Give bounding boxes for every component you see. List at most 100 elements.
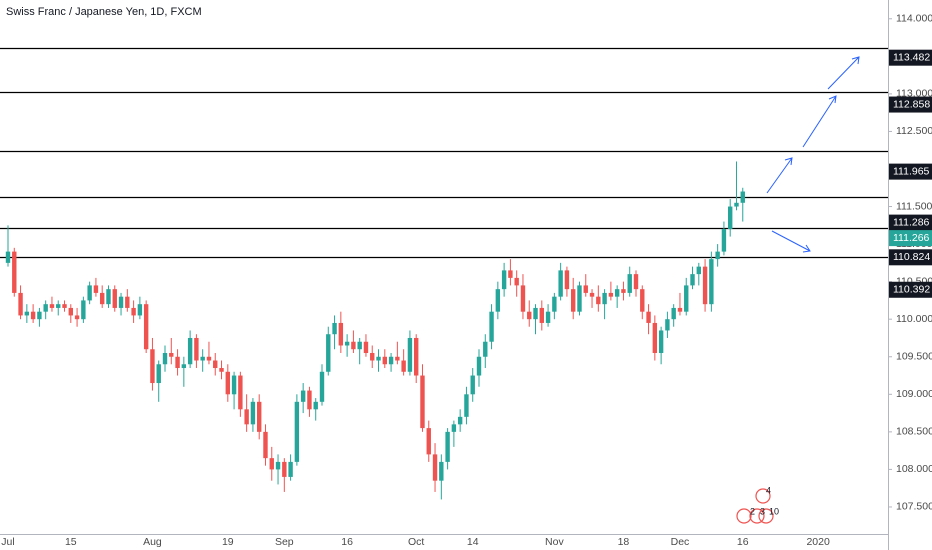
candle-body [257,401,262,432]
x-tick-label: 19 [222,536,234,548]
candle-body [18,292,23,316]
candle-body [558,270,563,297]
candle-body [476,356,482,376]
x-tick-label: 15 [65,536,77,548]
event-circle[interactable] [736,508,752,524]
candle-body [464,394,469,417]
x-tick-label: Dec [671,536,690,548]
candle-body [571,289,576,312]
x-tick-label: 2020 [806,536,830,548]
candle-body [87,285,92,301]
candle-body [206,356,212,361]
candle-body [696,266,701,275]
candle-body [501,270,507,290]
candle-body [426,428,431,455]
candle-body [30,311,36,320]
candle-body [288,461,293,477]
candle-body [596,296,601,305]
candle-body [300,390,306,402]
candle-body [263,431,268,459]
candle-body [49,304,55,308]
candle-body [483,341,488,357]
candle-body [332,322,337,335]
candle-body [93,285,99,293]
candle-body [564,270,570,290]
candle-body [106,289,111,305]
event-circle[interactable] [755,488,771,504]
candle-body [62,304,67,308]
candle-body [646,311,651,323]
candle-body [395,356,400,361]
candle-body [150,349,155,384]
candle-body [194,337,199,361]
arrow [771,230,811,253]
candle-body [238,375,243,410]
y-tick-label: 109.000 [896,388,932,400]
price-label: 110.824 [893,251,930,263]
x-tick-label: Aug [143,536,162,548]
y-tick-label: 107.500 [896,501,932,513]
candle-body [100,292,105,305]
candle-body [721,229,727,252]
candle-body [627,274,632,293]
candle-body [376,356,381,361]
event-label: 2 [750,506,755,516]
candle-body [169,352,174,357]
event-markers [736,488,774,524]
y-tick-label: 111.500 [896,200,932,212]
y-tick-label: 108.000 [896,463,932,475]
price-label: 111.266 [893,232,930,244]
candle-body [602,292,607,305]
candle-body [658,330,664,353]
candle-body [275,461,281,470]
event-circle[interactable] [749,508,765,524]
candle-body [357,341,362,350]
candle-body [43,304,48,312]
candle-body [457,416,463,425]
price-label-box [889,49,932,66]
candle-body [118,296,124,308]
candle-body [37,311,42,320]
candle-body [382,356,387,365]
price-label-box [889,230,932,247]
candle-body [621,289,626,293]
candle-body [225,371,230,395]
candle-body [175,356,180,369]
candle-body [514,277,519,286]
candle-body [231,375,237,395]
candle-body [24,311,30,316]
candle-body [401,360,406,372]
candle-body [125,296,130,308]
candle-body [533,307,538,320]
arrow [827,56,860,90]
candle-body [319,371,325,402]
candle-body [589,292,595,297]
candle-body [307,390,312,410]
x-tick-label: 18 [618,536,630,548]
arrows [766,56,860,253]
candle-body [671,307,676,320]
candle-body [633,274,639,290]
candle-body [489,311,494,342]
candle-body [451,424,457,432]
price-label: 111.286 [893,216,930,228]
candle-body [495,289,501,312]
chart-title: Swiss Franc / Japanese Yen, 1D, FXCM [6,6,202,18]
candle-body [715,251,720,260]
candle-body [219,368,224,372]
arrow [766,157,793,194]
candle-body [614,289,620,297]
plot-area [0,47,888,500]
x-tick-label: Jul [1,536,14,548]
candle-body [577,285,582,312]
event-circle[interactable] [758,508,774,524]
candle-body [709,259,714,305]
candle-body [734,202,739,207]
candle-body [326,334,331,372]
price-label-box [889,163,932,180]
candle-body [131,307,136,316]
price-label: 113.482 [893,51,930,63]
candle-body [652,322,658,353]
candle-body [363,341,369,353]
